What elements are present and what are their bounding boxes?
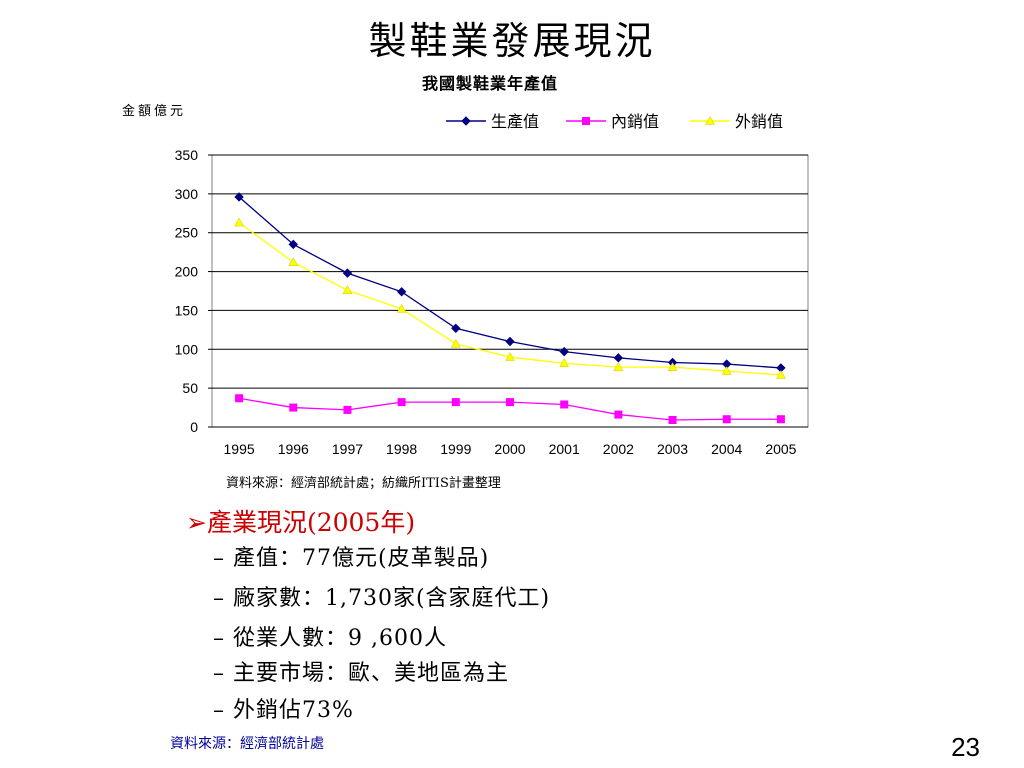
data-point-s2-1998 (396, 303, 407, 313)
y-axis-unit-label: 金額億元 (122, 104, 187, 119)
bullet-heading-text: 產業現況(2005年) (206, 508, 416, 537)
legend-label-2: 外銷值 (735, 113, 783, 131)
legend-label-0: 生產值 (491, 113, 539, 131)
footer-source-note: 資料來源：經濟部統計處 (170, 736, 324, 752)
data-point-s1-2000 (506, 398, 514, 407)
bullet-item-factories: – 廠家數：1,730家(含家庭代工) (213, 586, 551, 611)
data-point-s0-2000 (505, 336, 515, 347)
slide-title: 製鞋業發展現況 (368, 19, 656, 63)
data-point-s2-2001 (559, 358, 570, 368)
data-point-s1-2005 (776, 415, 785, 424)
data-point-s2-2005 (775, 369, 786, 379)
x-tick-label-2005: 2005 (765, 441, 796, 457)
y-tick-label-350: 350 (175, 147, 199, 163)
chart-title: 我國製鞋業年產值 (421, 74, 558, 93)
x-tick-label-1996: 1996 (278, 441, 309, 457)
bullet-heading: ➢產業現況(2005年) (186, 503, 415, 539)
bullet-item-employees: – 從業人數：9 ,600人 (213, 626, 447, 651)
legend-marker-1 (582, 117, 590, 125)
x-tick-label-2004: 2004 (711, 441, 742, 457)
x-tick-label-2003: 2003 (657, 441, 688, 457)
y-tick-label-300: 300 (175, 186, 199, 202)
data-point-s2-2000 (505, 352, 515, 361)
production-value-line-chart: 生產值 內銷值 外銷值 0 50 100 150 200 250 300 350 1995 1996 1… (175, 113, 809, 457)
data-point-s0-1997 (342, 268, 353, 278)
data-point-s1-1997 (343, 405, 352, 414)
legend-marker-0 (461, 116, 471, 126)
chart-source-note: 資料來源：經濟部統計處；紡織所ITIS計畫整理 (226, 476, 501, 491)
bullet-item-production: – 產值：77億元(皮革製品) (213, 546, 490, 571)
data-point-s1-2004 (722, 415, 731, 424)
bullet-item-export-share: – 外銷佔73% (213, 698, 354, 723)
x-tick-label-1995: 1995 (224, 441, 255, 457)
data-point-s1-1998 (397, 398, 406, 407)
legend-label-1: 內銷值 (611, 113, 659, 131)
y-tick-label-50: 50 (182, 380, 198, 396)
plot-frame (211, 154, 809, 428)
data-point-s2-1996 (288, 257, 299, 266)
data-point-s2-2002 (613, 362, 624, 371)
y-tick-label-0: 0 (190, 419, 198, 435)
data-point-s1-2003 (668, 416, 677, 425)
y-tick-label-250: 250 (175, 225, 199, 241)
y-tick-label-200: 200 (175, 264, 199, 280)
data-point-s1-1999 (451, 398, 460, 407)
x-tick-label-2002: 2002 (603, 441, 634, 457)
data-point-s1-1995 (235, 394, 244, 403)
chart-legend: 生產值 內銷值 外銷值 (446, 113, 783, 131)
data-point-s1-2002 (614, 410, 623, 419)
page-number: 23 (951, 732, 980, 762)
y-tick-label-150: 150 (175, 302, 199, 318)
x-tick-label-2000: 2000 (494, 441, 525, 457)
data-point-s0-2002 (613, 353, 624, 363)
y-tick-label-100: 100 (175, 341, 199, 357)
data-point-s1-1996 (289, 403, 298, 412)
data-point-s0-1999 (451, 323, 461, 334)
plot-area: 0 50 100 150 200 250 300 350 1995 1996 1997 1998 199… (175, 147, 809, 457)
data-point-s0-1995 (234, 192, 244, 202)
data-point-s0-1996 (288, 239, 298, 250)
data-point-s2-2003 (667, 362, 678, 371)
x-tick-label-1998: 1998 (386, 441, 417, 457)
data-point-s0-1998 (396, 287, 407, 297)
x-tick-label-1997: 1997 (332, 441, 363, 457)
x-tick-label-1999: 1999 (440, 441, 471, 457)
data-point-s2-1999 (450, 338, 461, 348)
data-point-s0-2001 (559, 346, 569, 357)
x-tick-label-2001: 2001 (549, 441, 580, 457)
data-point-s2-1995 (234, 217, 245, 227)
data-point-s1-2001 (560, 400, 569, 409)
legend-marker-2 (705, 115, 715, 125)
bullet-item-markets: – 主要市場：歐、美地區為主 (213, 661, 509, 686)
arrow-bullet-icon: ➢ (186, 508, 207, 537)
data-point-s2-2004 (721, 366, 732, 375)
data-point-s2-1997 (342, 285, 353, 294)
